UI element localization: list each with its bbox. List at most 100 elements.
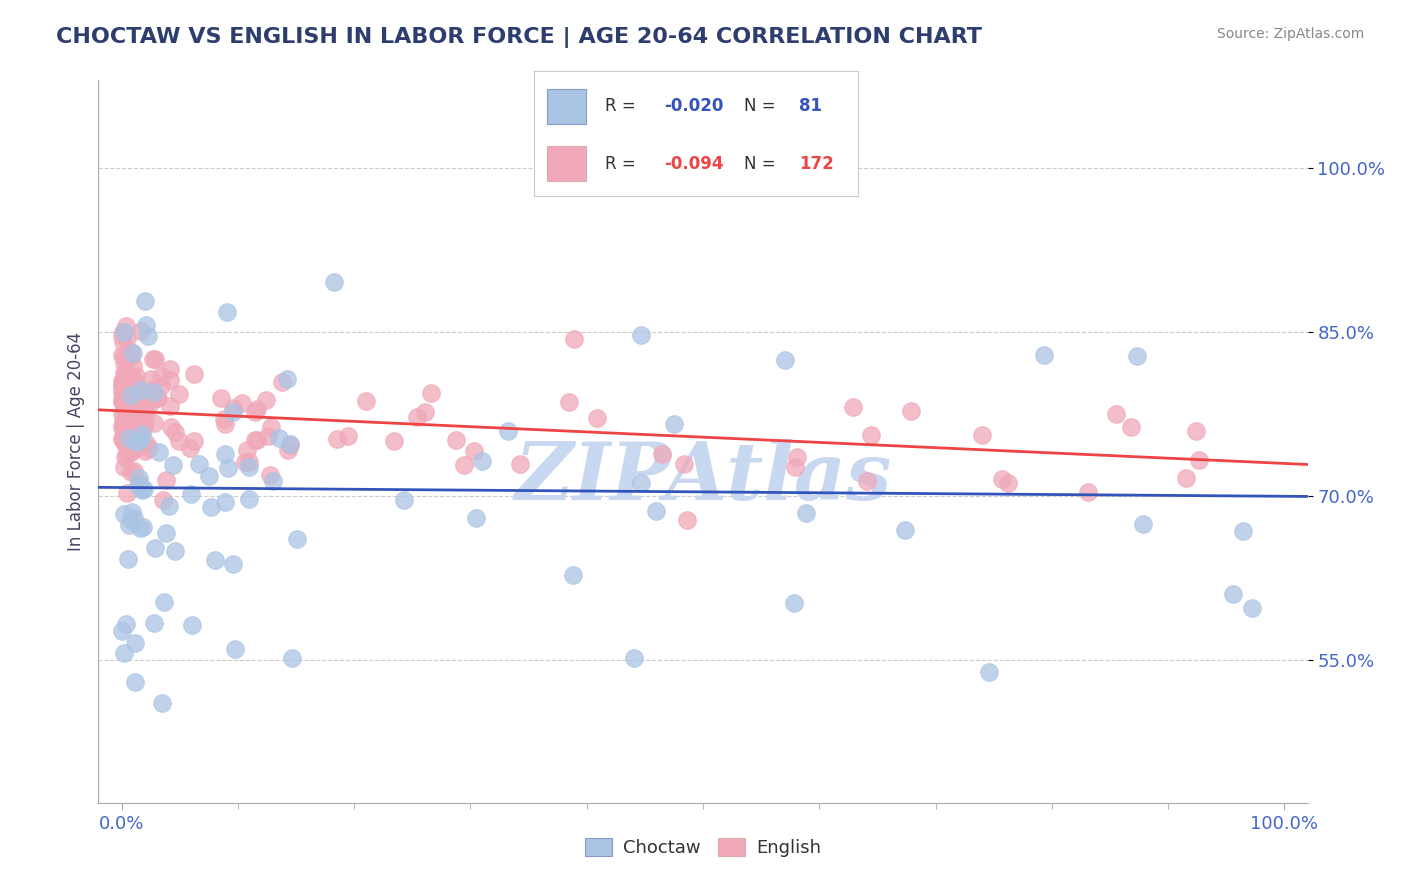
Point [112,367,135,381]
Point [135,318,157,333]
Point [179,441,201,455]
Point [117,331,139,345]
Point [120,414,142,428]
Point [630,475,652,490]
Point [155,474,177,488]
Point [509,457,531,471]
Point [112,393,135,408]
Point [243,434,266,448]
Point [114,319,136,334]
Point [124,369,146,384]
Point [134,444,156,458]
Point [148,444,170,458]
Point [214,412,236,426]
Point [623,651,645,665]
Point [120,388,142,402]
Point [112,405,135,419]
Point [188,458,211,472]
Point [138,441,160,455]
Text: -0.094: -0.094 [664,155,723,173]
Point [129,433,152,447]
Point [1105,407,1128,421]
Text: 172: 172 [800,155,834,173]
Point [114,617,136,632]
Point [465,511,488,525]
Point [900,403,922,417]
Point [118,518,141,533]
Point [112,434,135,449]
Point [221,557,243,571]
Point [111,422,134,436]
Point [118,431,141,445]
Point [138,329,160,343]
Point [134,293,156,308]
Point [117,393,139,408]
Point [111,394,134,409]
Point [1119,420,1142,434]
Point [117,447,139,461]
Point [120,445,142,459]
Point [115,367,138,381]
Point [121,380,143,394]
Point [122,442,145,457]
Legend: Choctaw, English: Choctaw, English [575,829,831,866]
Point [112,325,135,339]
Point [117,437,139,451]
Point [146,392,169,406]
Point [111,329,134,343]
Point [1232,524,1254,538]
Point [558,395,581,409]
Point [231,396,253,410]
Point [278,437,301,451]
Point [214,447,236,461]
Point [198,468,221,483]
Point [1222,587,1244,601]
Point [382,434,405,449]
Point [224,642,246,657]
Text: N =: N = [745,155,776,173]
Point [111,407,134,421]
Point [782,596,804,610]
Point [162,458,184,472]
Point [117,382,139,396]
Text: CHOCTAW VS ENGLISH IN LABOR FORCE | AGE 20-64 CORRELATION CHART: CHOCTAW VS ENGLISH IN LABOR FORCE | AGE … [56,27,983,48]
Point [1188,453,1211,467]
Point [163,425,186,439]
Point [159,373,181,387]
Point [112,417,135,431]
Point [150,696,173,710]
Point [406,409,429,424]
Point [115,440,138,454]
Point [111,431,134,445]
Point [111,383,134,397]
Point [972,428,994,442]
Point [326,432,349,446]
Point [117,409,139,424]
Point [112,646,135,660]
Point [128,471,150,485]
Point [337,429,360,443]
Point [112,429,135,443]
Point [245,405,267,419]
Point [183,434,205,449]
Point [124,442,146,456]
Point [238,491,260,506]
Point [254,392,277,407]
Point [111,378,134,392]
Point [470,454,492,468]
Point [111,420,134,434]
Point [112,372,135,386]
Point [120,345,142,359]
Point [112,507,135,521]
Point [413,405,436,419]
Point [112,350,135,364]
Point [114,403,136,417]
Point [496,424,519,438]
Point [276,372,298,386]
Point [842,400,865,414]
Point [111,432,134,446]
Point [138,398,160,412]
Point [356,394,378,409]
Point [114,426,136,441]
Point [157,499,180,513]
